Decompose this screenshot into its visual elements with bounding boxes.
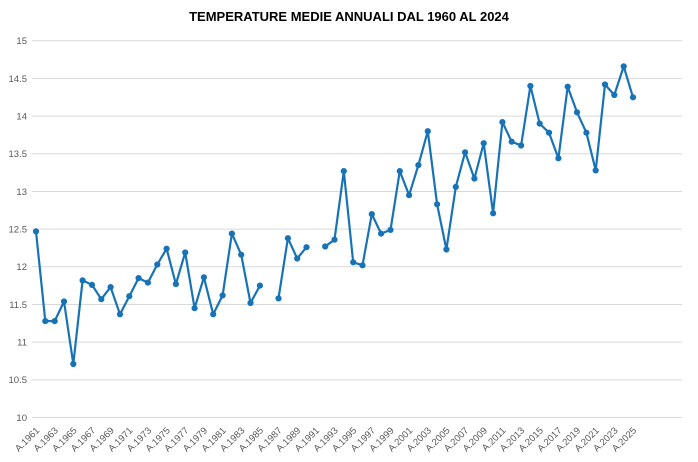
y-tick-label: 12.5 (9, 225, 28, 236)
data-point-marker (508, 138, 515, 145)
y-tick-label: 12 (16, 262, 27, 273)
data-point-marker (564, 83, 571, 90)
y-tick-label: 10 (16, 413, 27, 424)
data-point-marker (499, 119, 506, 126)
data-point-marker (368, 211, 375, 218)
temperature-line-series (32, 63, 637, 368)
data-point-marker (424, 128, 431, 135)
data-point-marker (51, 318, 58, 325)
data-point-marker (60, 298, 68, 305)
y-tick-label: 14.5 (9, 74, 28, 85)
data-point-marker (238, 251, 245, 258)
data-point-marker (573, 109, 581, 116)
data-point-marker (191, 305, 198, 312)
data-point-marker (303, 244, 310, 251)
data-point-marker (378, 230, 385, 237)
data-point-marker (107, 284, 114, 291)
y-tick-label: 14 (16, 112, 27, 123)
data-point-marker (434, 201, 441, 208)
data-point-marker (359, 262, 366, 269)
data-point-marker (490, 210, 497, 217)
data-point-marker (601, 81, 609, 88)
data-point-marker (135, 275, 142, 282)
data-point-marker (284, 235, 291, 242)
y-axis-labels: 10 10.5 11 11.5 12 12.5 13 13.5 14 14.5 15 (9, 36, 28, 424)
y-tick-label: 10.5 (9, 375, 28, 386)
data-point-marker (247, 299, 254, 307)
data-point-marker (518, 142, 525, 149)
data-point-marker (629, 94, 637, 101)
data-point-marker (163, 245, 170, 252)
data-point-marker (88, 281, 96, 288)
data-point-marker (555, 155, 562, 162)
y-tick-label: 11.5 (9, 300, 27, 311)
y-tick-label: 13 (16, 187, 27, 198)
data-point-marker (79, 277, 86, 284)
data-point-marker (144, 279, 151, 286)
temperature-line (34, 65, 635, 366)
data-point-marker (98, 296, 105, 303)
data-point-marker (210, 311, 217, 318)
x-axis-labels: A.1961A.1963A.1965A.1967A.1969A.1971A.19… (13, 425, 639, 454)
data-point-marker (219, 292, 226, 299)
y-tick-label: 15 (16, 36, 27, 47)
data-point-marker (331, 236, 338, 243)
y-tick-label: 11 (17, 338, 27, 349)
data-point-marker (126, 293, 133, 300)
data-point-marker (200, 274, 207, 281)
data-point-marker (340, 168, 347, 175)
data-point-marker (415, 162, 422, 169)
gridlines (32, 40, 682, 418)
data-point-marker (322, 243, 329, 250)
data-point-marker (228, 230, 235, 237)
data-point-marker (406, 192, 413, 199)
data-point-marker (256, 282, 263, 289)
data-point-marker (452, 183, 459, 190)
data-point-marker (462, 149, 469, 156)
data-point-marker (116, 311, 124, 318)
data-point-marker (70, 360, 77, 368)
data-point-marker (154, 261, 161, 268)
data-point-marker (387, 226, 394, 233)
data-point-marker (275, 295, 282, 302)
chart-title: TEMPERATURE MEDIE ANNUALI DAL 1960 AL 20… (189, 9, 509, 24)
data-point-marker (443, 246, 450, 253)
data-point-marker (350, 259, 357, 266)
y-tick-label: 13.5 (9, 149, 28, 160)
data-point-marker (527, 82, 534, 90)
data-point-marker (42, 318, 49, 325)
data-point-marker (545, 129, 553, 136)
data-point-marker (611, 91, 618, 99)
data-point-marker (480, 140, 487, 147)
data-point-marker (32, 228, 40, 235)
data-point-marker (182, 249, 189, 256)
data-point-marker (172, 281, 179, 288)
data-point-marker (536, 120, 543, 127)
data-point-marker (592, 167, 599, 174)
data-point-marker (471, 175, 478, 182)
data-point-marker (294, 255, 301, 262)
data-point-marker (396, 168, 403, 175)
data-point-marker (620, 63, 627, 70)
data-point-marker (583, 129, 590, 136)
